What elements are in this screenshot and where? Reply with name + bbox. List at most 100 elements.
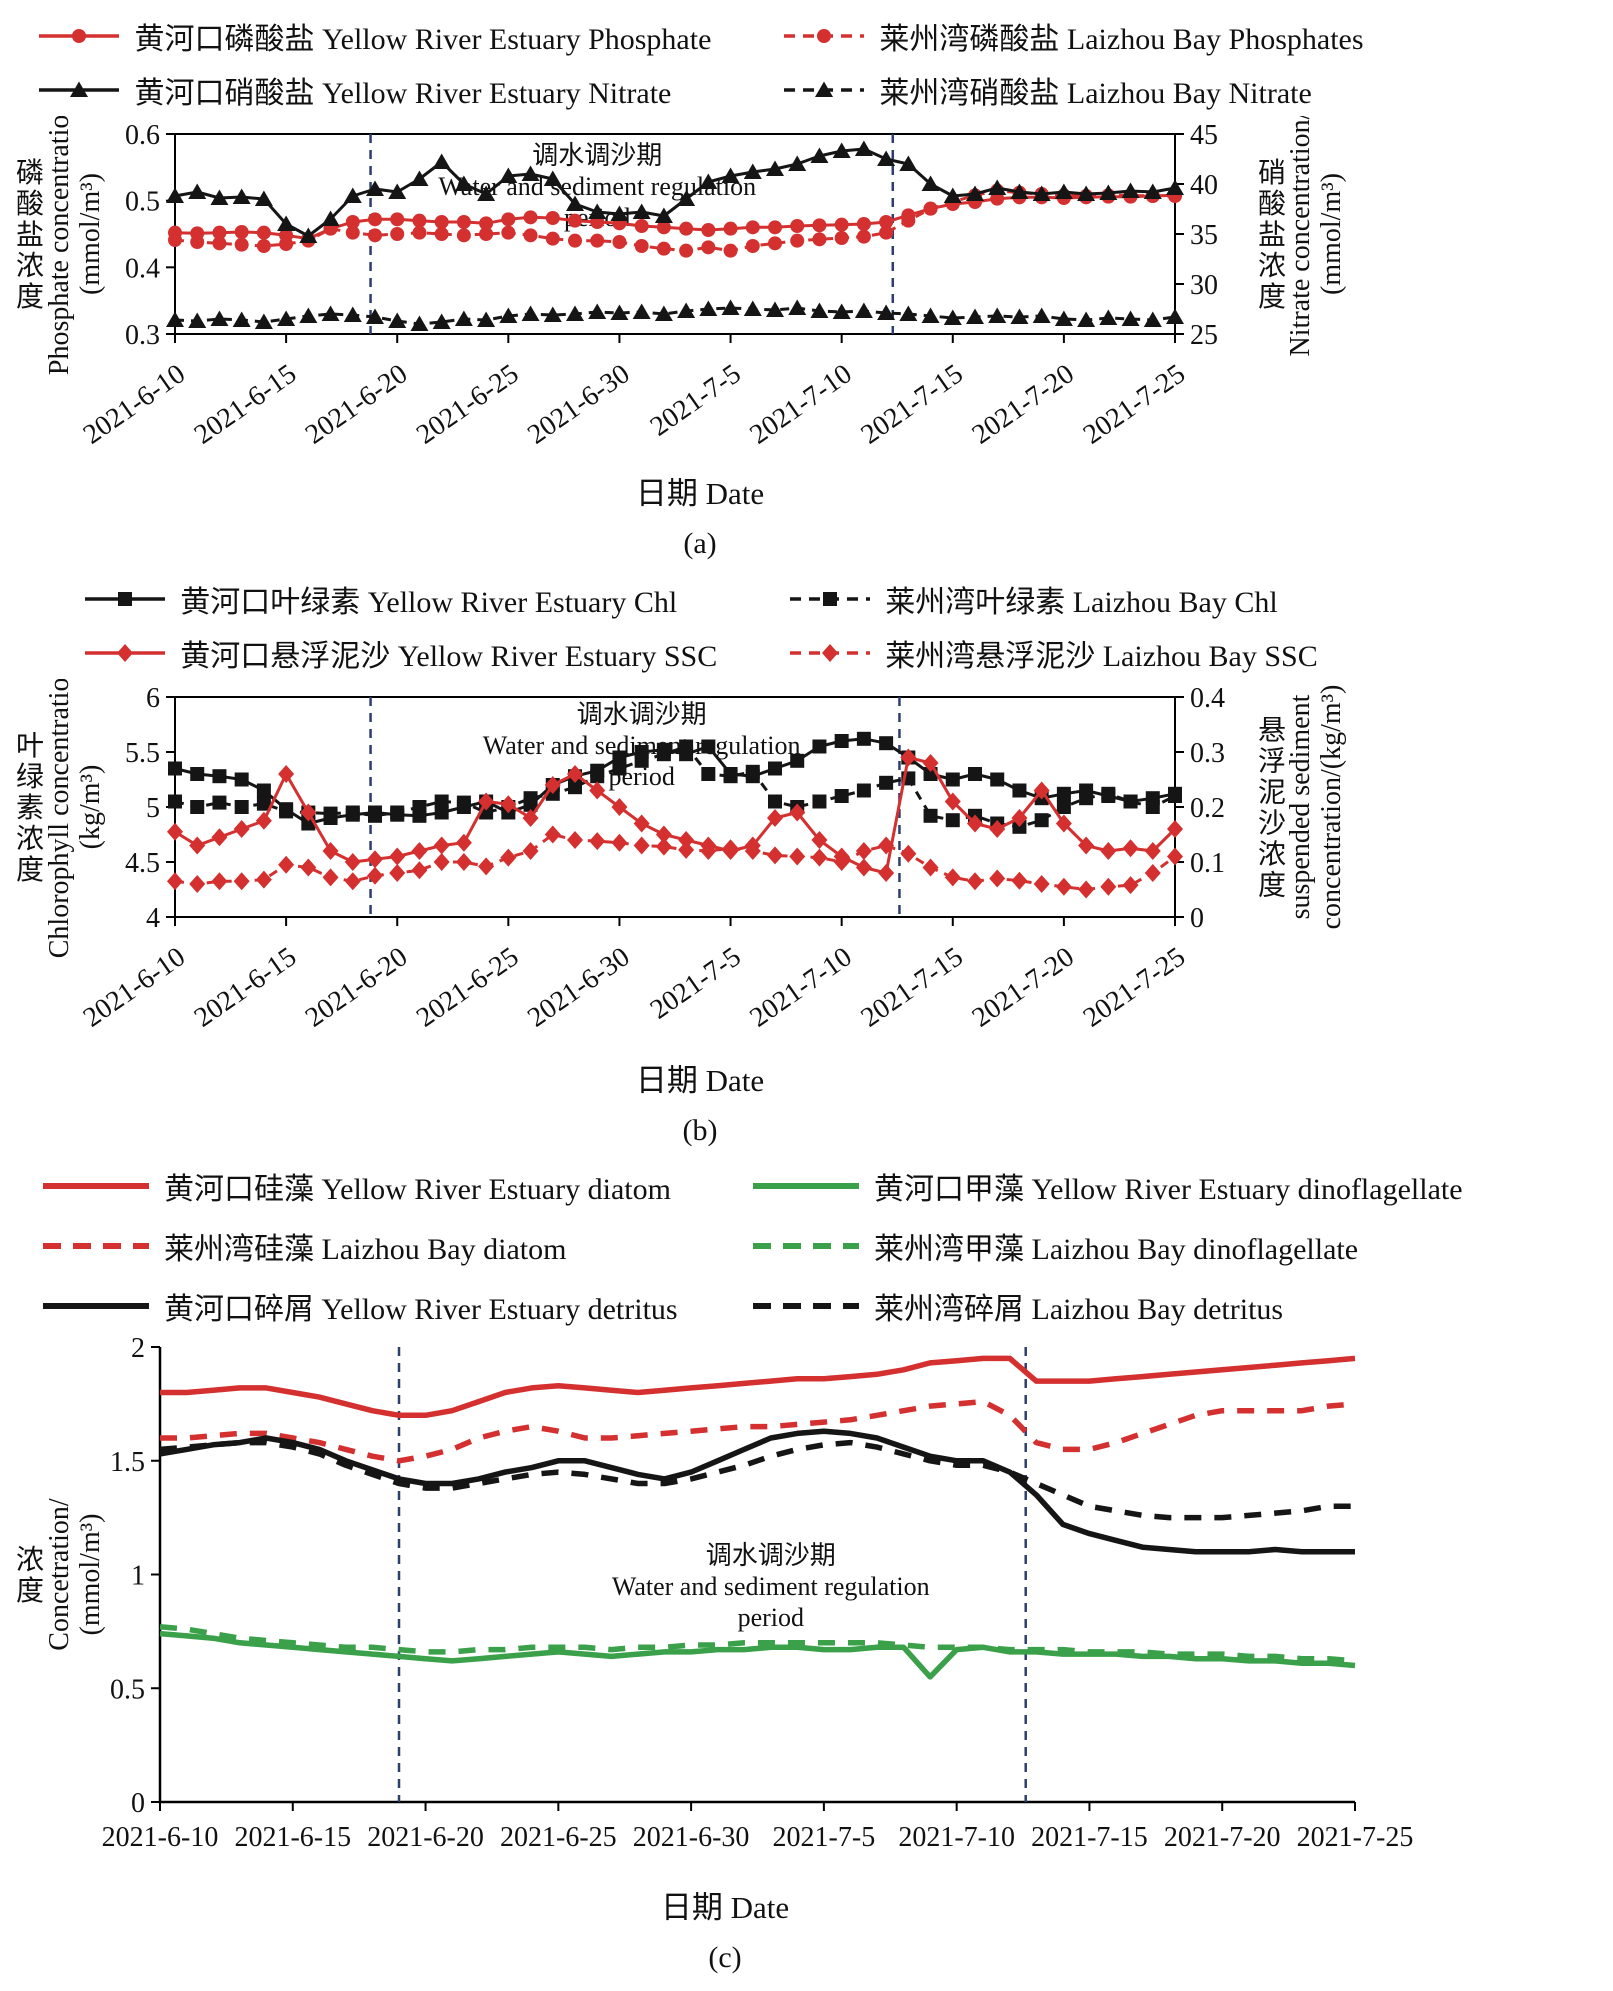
svg-text:2021-6-20: 2021-6-20 [367,1822,484,1853]
legend-sample-line [790,592,871,606]
legend-sample-line [43,1303,149,1309]
svg-text:4.5: 4.5 [125,848,160,879]
legend-item: 莱州湾悬浮泥沙 Laizhou Bay SSC [787,631,1318,675]
legend-item: 黄河口磷酸盐 Yellow River Estuary Phosphate [36,14,711,58]
svg-text:2021-7-25: 2021-7-25 [1078,358,1191,450]
legend-item: 莱州湾硝酸盐 Laizhou Bay Nitrate [781,68,1363,112]
svg-text:35: 35 [1190,220,1218,251]
svg-text:2021-6-10: 2021-6-10 [102,1822,219,1853]
legend-sample-line [43,1183,149,1189]
legend-label: 莱州湾甲藻 Laizhou Bay dinoflagellate [874,1233,1359,1266]
legend-label: 莱州湾磷酸盐 Laizhou Bay Phosphates [879,23,1364,56]
legend-label: 莱州湾碎屑 Laizhou Bay detritus [874,1293,1284,1326]
svg-text:2021-6-30: 2021-6-30 [522,358,635,450]
legend-sample-line [39,81,120,97]
legend-item: 黄河口叶绿素 Yellow River Estuary Chl [82,577,717,621]
legend-label: 莱州湾硝酸盐 Laizhou Bay Nitrate [879,77,1312,110]
legend-sample-line [85,592,166,606]
svg-text:concentration/(kg/m³): concentration/(kg/m³) [1316,685,1347,930]
legend-sample-line [784,81,865,97]
svg-text:Nitrate concentration/: Nitrate concentration/ [1285,116,1316,356]
svg-text:磷酸盐浓度: 磷酸盐浓度 [16,157,44,313]
svg-text:2021-7-10: 2021-7-10 [744,941,857,1033]
panel-tag-a: (a) [683,527,717,560]
panel-c: 黄河口硅藻 Yellow River Estuary diatom 黄河口甲藻 Y… [0,1164,1613,1975]
chart-svg-b: 4 4.5 5 5.5 6 0 0.1 0.2 0.3 0.4 2021-6-102021-6-15… [16,656,1347,1034]
legend-sample-line [39,29,120,43]
svg-text:0: 0 [131,1788,145,1819]
svg-text:2021-7-25: 2021-7-25 [1297,1822,1414,1853]
legend-label: 黄河口甲藻 Yellow River Estuary dinoflagellat… [874,1173,1463,1206]
svg-text:0.5: 0.5 [110,1674,145,1705]
svg-text:0.1: 0.1 [1190,848,1225,879]
legend-label: 黄河口碎屑 Yellow River Estuary detritus [164,1293,678,1326]
legend-sample-line [753,1303,859,1309]
panel-b: 黄河口叶绿素 Yellow River Estuary Chl 莱州湾叶绿素 La… [0,577,1613,1148]
chart-c: 0 0.5 1 1.5 2 2021-6-10 2021-6-15 2021-6-20 2021… [0,1332,1613,1880]
svg-text:25: 25 [1190,320,1218,351]
legend-item: 黄河口悬浮泥沙 Yellow River Estuary SSC [82,631,717,675]
svg-text:2021-7-15: 2021-7-15 [855,941,968,1033]
svg-text:Concetration/: Concetration/ [44,1498,75,1651]
svg-text:Phosphate concentration/: Phosphate concentration/ [44,116,75,375]
legend-panel-b: 黄河口叶绿素 Yellow River Estuary Chl 莱州湾叶绿素 La… [0,577,1400,675]
legend-item: 莱州湾甲藻 Laizhou Bay dinoflagellate [750,1224,1463,1268]
svg-text:2021-7-5: 2021-7-5 [645,358,747,442]
svg-text:0.4: 0.4 [1190,683,1225,714]
svg-text:2: 2 [131,1333,145,1364]
svg-text:硝酸盐浓度: 硝酸盐浓度 [1258,157,1286,313]
svg-text:40: 40 [1190,170,1218,201]
legend-label: 莱州湾叶绿素 Laizhou Bay Chl [885,586,1278,619]
legend-label: 黄河口磷酸盐 Yellow River Estuary Phosphate [134,23,712,56]
svg-text:0.5: 0.5 [125,187,160,218]
legend-sample-line [784,29,865,43]
svg-text:(mmol/m³): (mmol/m³) [75,1514,106,1636]
svg-text:0.4: 0.4 [125,253,160,284]
svg-text:6: 6 [146,683,160,714]
legend-panel-a: 黄河口磷酸盐 Yellow River Estuary Phosphate 莱州湾… [0,14,1400,112]
svg-text:浓度: 浓度 [16,1544,44,1607]
legend-sample-line [790,644,871,662]
svg-text:period: period [738,1603,804,1632]
legend-panel-c: 黄河口硅藻 Yellow River Estuary diatom 黄河口甲藻 Y… [0,1164,1610,1328]
svg-text:悬浮泥沙浓度: 悬浮泥沙浓度 [1258,716,1286,902]
legend-item: 莱州湾硅藻 Laizhou Bay diatom [40,1224,680,1268]
legend-sample-line [753,1243,859,1249]
legend-label: 莱州湾悬浮泥沙 Laizhou Bay SSC [885,640,1318,673]
legend-label: 黄河口硅藻 Yellow River Estuary diatom [164,1173,671,1206]
chart-svg-a: 0.3 0.4 0.5 0.6 25 30 35 40 45 2021-6-102021-6-15… [16,93,1347,451]
svg-text:2021-6-30: 2021-6-30 [633,1822,750,1853]
svg-text:Chlorophyll concentration/: Chlorophyll concentration/ [44,679,75,958]
svg-text:2021-7-15: 2021-7-15 [855,358,968,450]
legend-label: 黄河口叶绿素 Yellow River Estuary Chl [180,586,678,619]
svg-text:2021-6-10: 2021-6-10 [78,941,191,1033]
x-axis-label-c: 日期 Date [660,1890,790,1925]
legend-sample-line [753,1183,859,1189]
svg-text:2021-7-5: 2021-7-5 [645,941,747,1025]
svg-text:2021-6-20: 2021-6-20 [300,358,413,450]
svg-text:2021-7-20: 2021-7-20 [1164,1822,1281,1853]
svg-text:2021-6-25: 2021-6-25 [500,1822,617,1853]
legend-label: 黄河口硝酸盐 Yellow River Estuary Nitrate [134,77,672,110]
svg-text:45: 45 [1190,120,1218,151]
svg-text:2021-6-25: 2021-6-25 [411,358,524,450]
svg-text:0.2: 0.2 [1190,793,1225,824]
legend-label: 莱州湾硅藻 Laizhou Bay diatom [164,1233,567,1266]
svg-text:(mmol/m³): (mmol/m³) [1316,173,1347,295]
svg-text:2021-7-20: 2021-7-20 [967,358,1080,450]
svg-text:2021-6-30: 2021-6-30 [522,941,635,1033]
panel-a: 黄河口磷酸盐 Yellow River Estuary Phosphate 莱州湾… [0,14,1613,561]
svg-text:(kg/m³): (kg/m³) [75,765,106,850]
svg-text:5.5: 5.5 [125,738,160,769]
legend-item: 莱州湾碎屑 Laizhou Bay detritus [750,1284,1463,1328]
svg-text:0.3: 0.3 [1190,738,1225,769]
x-axis-label-b: 日期 Date [635,1063,765,1098]
svg-text:叶绿素浓度: 叶绿素浓度 [16,731,44,886]
svg-text:2021-7-10: 2021-7-10 [898,1822,1015,1853]
svg-text:调水调沙期: 调水调沙期 [706,1541,836,1570]
svg-text:Water and sediment regulation: Water and sediment regulation [612,1572,930,1601]
svg-text:4: 4 [146,903,160,934]
svg-text:suspended sediment: suspended sediment [1285,694,1316,919]
svg-text:2021-6-15: 2021-6-15 [234,1822,351,1853]
